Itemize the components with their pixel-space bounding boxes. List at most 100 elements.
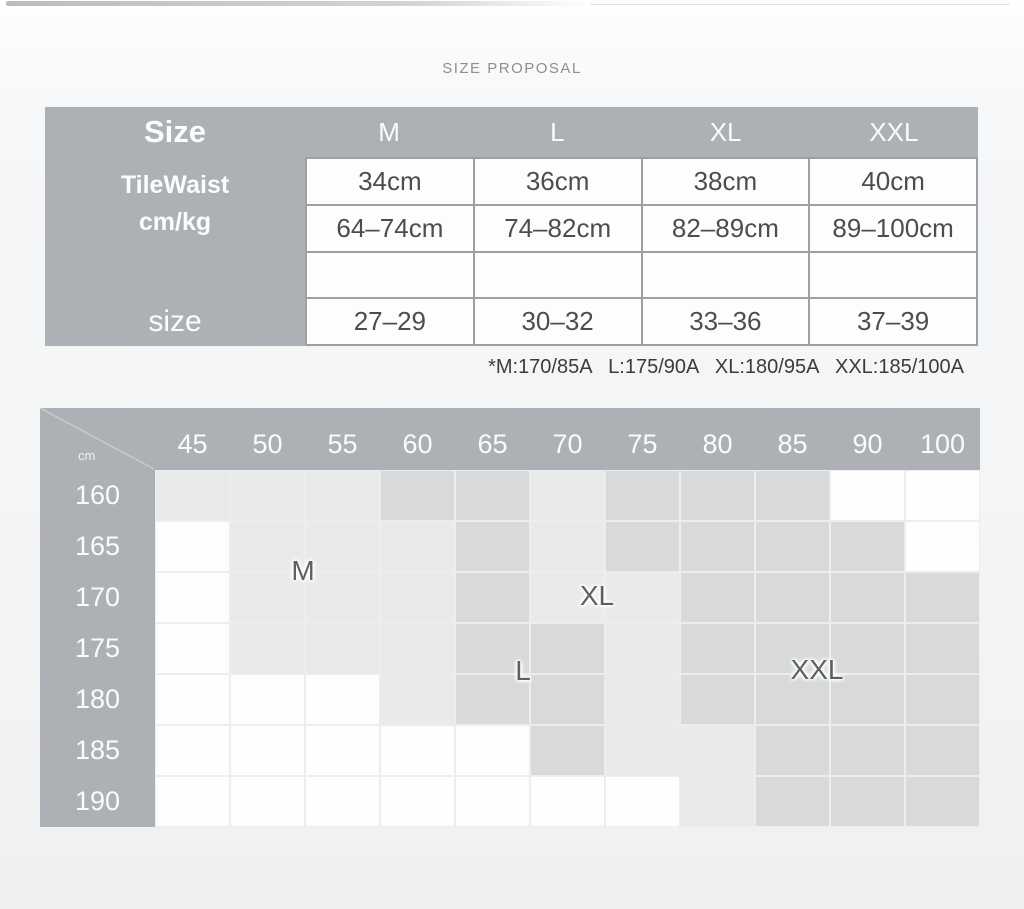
size-table-cell	[474, 252, 641, 298]
size-table-cell: 34cm	[307, 159, 473, 204]
matrix-cell	[455, 521, 530, 572]
size-table-cell: 36cm	[474, 159, 641, 204]
matrix-column-header: 60	[402, 428, 433, 459]
matrix-cell	[755, 470, 830, 521]
matrix-cell	[230, 776, 305, 827]
matrix-cell	[830, 623, 905, 674]
size-table-column-headers: M L XL XXL	[305, 107, 978, 157]
matrix-cell	[605, 776, 680, 827]
size-column-header: L	[550, 116, 565, 147]
size-table-cell: 82–89cm	[642, 205, 809, 251]
matrix-cell	[680, 623, 755, 674]
matrix-cell	[830, 776, 905, 827]
photo-edge-hairline	[590, 4, 1010, 5]
size-table-cell: 33–36	[642, 299, 809, 344]
matrix-cell	[155, 470, 230, 521]
size-table-cell: 64–74cm	[307, 205, 473, 251]
matrix-cell	[380, 470, 455, 521]
matrix-cell	[905, 521, 980, 572]
matrix-cell	[905, 674, 980, 725]
matrix-cell	[830, 572, 905, 623]
matrix-cell	[455, 725, 530, 776]
size-table: Size TileWaist cm/kg size M L XL XXL 34cm 36…	[45, 107, 978, 346]
matrix-cell	[155, 674, 230, 725]
matrix-column-headers: 45 50 55 60 65 70 75 80 85 90 100	[155, 408, 980, 470]
matrix-cell	[305, 572, 380, 623]
page-title: SIZE PROPOSAL	[442, 60, 582, 77]
matrix-cell	[155, 521, 230, 572]
matrix-cell	[380, 674, 455, 725]
matrix-cell	[305, 776, 380, 827]
matrix-cell	[155, 572, 230, 623]
matrix-row-headers: 160 165 170 175 180 185 190	[40, 470, 155, 827]
size-column-header: XL	[709, 116, 742, 147]
matrix-cells	[155, 470, 980, 827]
matrix-cell	[680, 470, 755, 521]
matrix-cell	[530, 725, 605, 776]
matrix-cell	[530, 572, 605, 623]
size-table-measure-label: TileWaist cm/kg	[45, 157, 305, 251]
matrix-row-header: 190	[74, 786, 121, 816]
matrix-cell	[755, 725, 830, 776]
matrix-cell	[680, 776, 755, 827]
matrix-cell	[905, 776, 980, 827]
matrix-cell	[605, 623, 680, 674]
size-table-cell: 38cm	[642, 159, 809, 204]
matrix-cell	[455, 572, 530, 623]
matrix-cell	[230, 725, 305, 776]
matrix-column-header: 85	[777, 428, 808, 459]
photo-edge-artifact	[6, 1, 590, 6]
matrix-cell	[605, 674, 680, 725]
matrix-column-header: 75	[627, 428, 658, 459]
matrix-cell	[305, 521, 380, 572]
matrix-cell	[455, 470, 530, 521]
matrix-cell	[380, 776, 455, 827]
matrix-cell	[530, 623, 605, 674]
matrix-cell	[905, 572, 980, 623]
matrix-cell	[530, 776, 605, 827]
size-table-cell: 89–100cm	[810, 205, 976, 251]
matrix-cell	[605, 521, 680, 572]
matrix-cell	[230, 572, 305, 623]
matrix-cell	[605, 470, 680, 521]
matrix-cell	[755, 623, 830, 674]
matrix-cell	[680, 521, 755, 572]
size-table-grid: 34cm 36cm 38cm 40cm 64–74cm 74–82cm 82–89cm 89–…	[305, 157, 978, 346]
size-table-cell: 40cm	[810, 159, 976, 204]
size-table-size-row-label: size	[148, 305, 202, 338]
matrix-unit-label: cm	[78, 448, 96, 463]
measure-label-line1: TileWaist	[120, 171, 230, 199]
matrix-column-header: 80	[702, 428, 733, 459]
matrix-cell	[380, 623, 455, 674]
matrix-cell	[680, 725, 755, 776]
matrix-cell	[380, 725, 455, 776]
size-table-cell: 74–82cm	[474, 205, 641, 251]
matrix-cell	[455, 623, 530, 674]
matrix-row-header: 160	[74, 480, 121, 510]
matrix-cell	[530, 674, 605, 725]
matrix-cell	[305, 725, 380, 776]
matrix-cell	[830, 674, 905, 725]
matrix-column-header: 65	[477, 428, 508, 459]
size-table-cell	[810, 252, 976, 298]
matrix-column-header: 45	[177, 428, 208, 459]
matrix-cell	[455, 776, 530, 827]
size-table-cell: 30–32	[474, 299, 641, 344]
matrix-cell	[905, 623, 980, 674]
matrix-cell	[380, 521, 455, 572]
matrix-column-header: 90	[852, 428, 883, 459]
measure-label-line2: cm/kg	[138, 208, 212, 236]
size-table-cell	[642, 252, 809, 298]
size-table-corner-label: Size	[143, 114, 207, 149]
matrix-cell	[305, 623, 380, 674]
matrix-cell	[230, 674, 305, 725]
matrix-cell	[530, 470, 605, 521]
matrix-cell	[830, 725, 905, 776]
matrix-row-header: 180	[74, 684, 121, 714]
matrix-cell	[905, 470, 980, 521]
matrix-row-header: 165	[74, 531, 121, 561]
height-weight-matrix: cm 45 50 55 60 65 70 75 80 85 90 100 160 165 170 175 1…	[40, 408, 980, 827]
size-column-header: XXL	[869, 116, 919, 147]
size-table-cell	[307, 252, 473, 298]
matrix-cell	[230, 623, 305, 674]
